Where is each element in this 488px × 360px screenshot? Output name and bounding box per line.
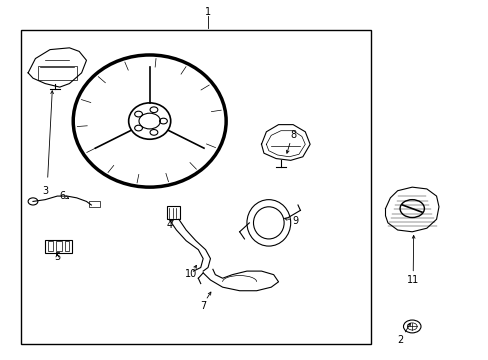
Bar bbox=[56, 242, 62, 251]
Text: 6: 6 bbox=[59, 191, 65, 201]
Bar bbox=[89, 202, 100, 207]
Text: 11: 11 bbox=[407, 275, 419, 285]
Bar bbox=[166, 206, 180, 219]
Bar bbox=[47, 242, 53, 251]
Text: 1: 1 bbox=[204, 7, 211, 17]
Text: 8: 8 bbox=[289, 130, 296, 140]
Text: 7: 7 bbox=[200, 301, 206, 311]
Bar bbox=[45, 240, 72, 253]
Text: 10: 10 bbox=[184, 269, 197, 279]
Text: 3: 3 bbox=[42, 186, 48, 196]
Bar bbox=[21, 30, 370, 344]
Text: 5: 5 bbox=[54, 252, 61, 262]
Text: 4: 4 bbox=[166, 220, 172, 230]
Bar bbox=[65, 242, 69, 251]
Text: 9: 9 bbox=[292, 216, 298, 226]
Bar bbox=[38, 66, 77, 80]
Text: 2: 2 bbox=[396, 335, 403, 345]
